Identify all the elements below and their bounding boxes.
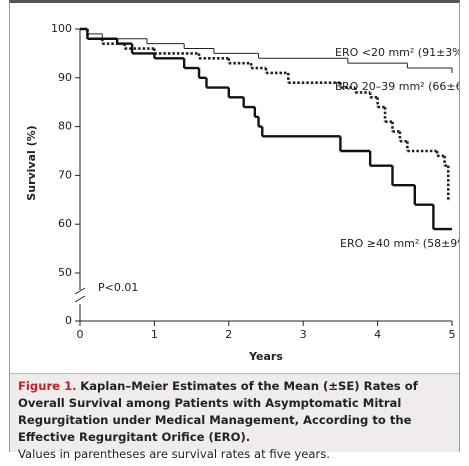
y-axis-label: Survival (%) bbox=[25, 125, 38, 200]
caption-title: Kaplan–Meier Estimates of the Mean (±SE)… bbox=[18, 379, 418, 444]
y-tick-label: 100 bbox=[51, 22, 72, 35]
x-tick-label: 3 bbox=[300, 328, 307, 341]
y-tick-label: 60 bbox=[58, 217, 72, 230]
x-tick-label: 5 bbox=[449, 328, 456, 341]
x-axis-label: Years bbox=[248, 350, 283, 363]
y-tick-label: 50 bbox=[58, 266, 72, 279]
caption-note: Values in parentheses are survival rates… bbox=[18, 447, 330, 461]
figure-frame: Survival (%) Years P<0.01 0 50 60 70 80 90 100… bbox=[9, 0, 460, 461]
annotation: P<0.01 bbox=[98, 281, 138, 294]
x-tick-label: 2 bbox=[225, 328, 232, 341]
series-label: ERO <20 mm² (91±3%) bbox=[335, 46, 459, 59]
y-tick-label: 70 bbox=[58, 168, 72, 181]
caption: Figure 1. Kaplan–Meier Estimates of the … bbox=[10, 373, 459, 461]
axis-break bbox=[74, 295, 86, 303]
y-tick-label: 0 bbox=[65, 314, 72, 327]
x-tick-label: 1 bbox=[151, 328, 158, 341]
y-tick-label: 80 bbox=[58, 120, 72, 133]
x-tick-label: 0 bbox=[77, 328, 84, 341]
chart: Survival (%) Years P<0.01 05060708090100… bbox=[25, 22, 459, 363]
series-label: ERO 20–39 mm² (66±6%) bbox=[335, 80, 459, 93]
x-tick-label: 4 bbox=[374, 328, 381, 341]
caption-label: Figure 1. bbox=[18, 379, 77, 393]
axis-break bbox=[74, 287, 86, 295]
series-label: ERO ≥40 mm² (58±9%) bbox=[340, 237, 459, 250]
y-tick-label: 90 bbox=[58, 71, 72, 84]
